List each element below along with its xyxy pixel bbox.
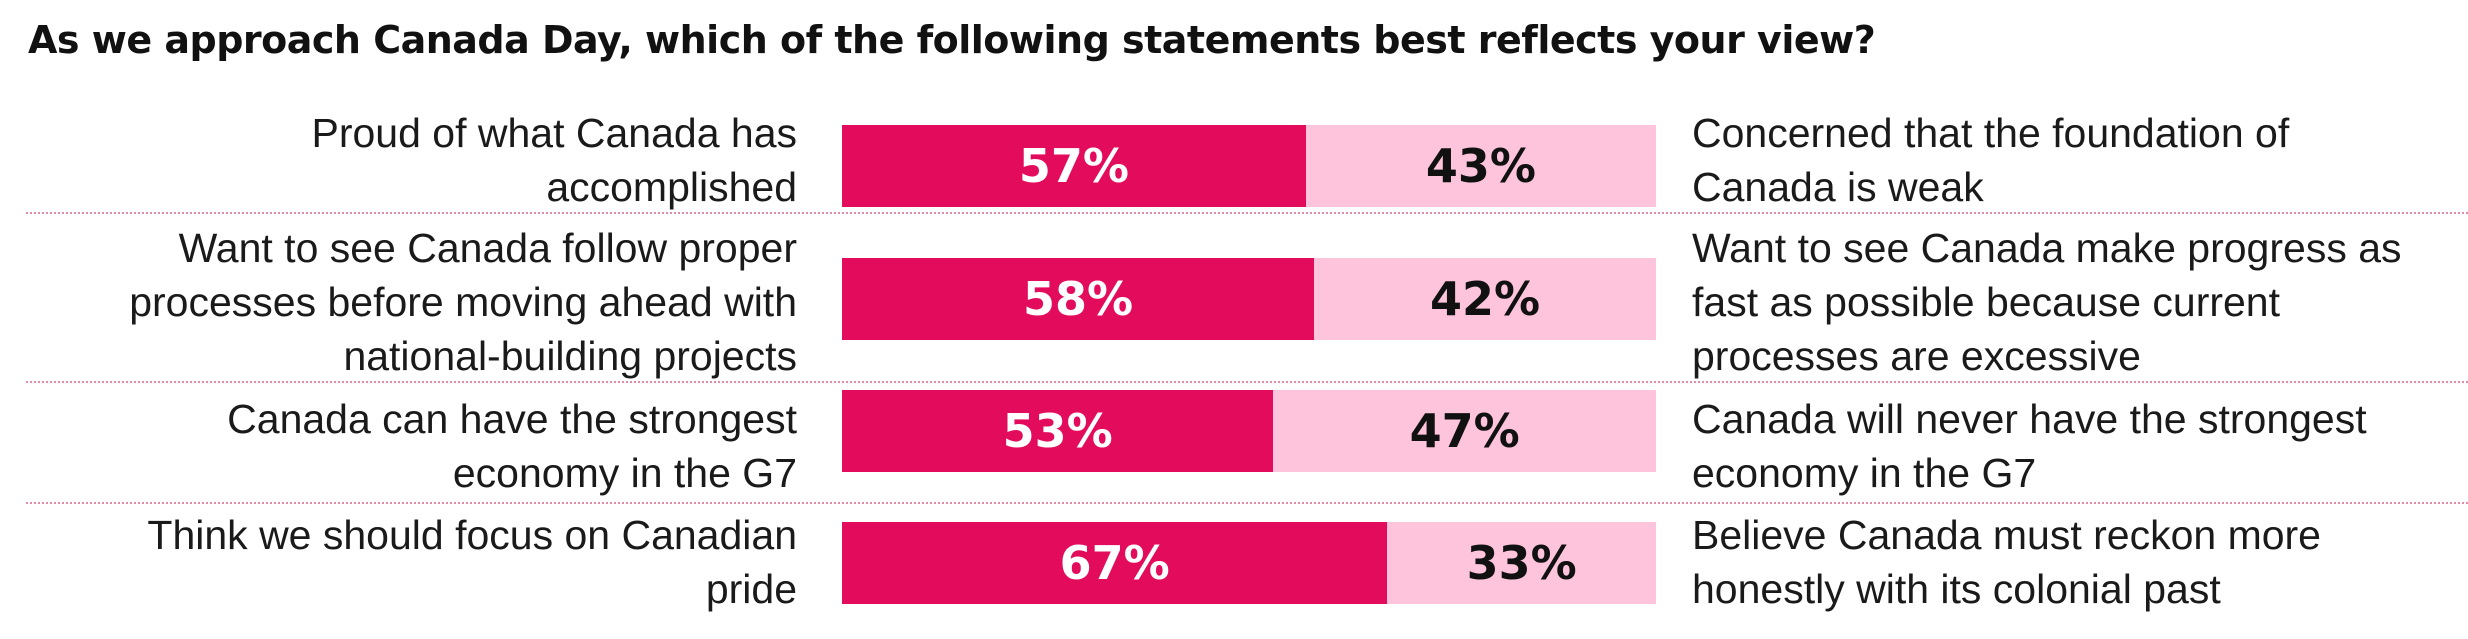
left-statement-line: accomplished <box>546 164 797 210</box>
row-divider <box>26 381 2468 383</box>
right-statement: Believe Canada must reckon more honestly … <box>1692 508 2321 616</box>
left-statement-line: processes before moving ahead with <box>129 279 797 325</box>
right-statement-line: economy in the G7 <box>1692 450 2037 496</box>
right-statement-line: fast as possible because current <box>1692 279 2280 325</box>
data-label-right: 47% <box>1409 404 1520 458</box>
right-statement-line: Canada is weak <box>1692 164 1984 210</box>
row-divider <box>26 502 2468 504</box>
left-statement-line: national-building projects <box>343 333 797 379</box>
stacked-bar: 67% 33% <box>842 522 1656 604</box>
data-label-left: 53% <box>1002 404 1113 458</box>
left-statement: Want to see Canada follow proper processe… <box>129 221 797 383</box>
bar-segment-right: 47% <box>1273 390 1656 472</box>
bar-segment-left: 67% <box>842 522 1388 604</box>
bar-segment-left: 53% <box>842 390 1274 472</box>
row-divider <box>26 212 2468 214</box>
chart-title: As we approach Canada Day, which of the … <box>28 18 1876 62</box>
stacked-bar: 57% 43% <box>842 125 1656 207</box>
bar-segment-right: 43% <box>1305 125 1656 207</box>
data-label-left: 67% <box>1059 536 1170 590</box>
bar-segment-right: 33% <box>1387 522 1656 604</box>
left-statement-line: Think we should focus on Canadian <box>147 512 797 558</box>
data-label-left: 57% <box>1018 139 1130 193</box>
left-statement: Canada can have the strongest economy in … <box>227 392 797 500</box>
left-statement-line: Proud of what Canada has <box>311 110 798 156</box>
left-statement-line: Canada can have the strongest <box>227 396 797 442</box>
stacked-bar: 53% 47% <box>842 390 1656 472</box>
data-label-left: 58% <box>1023 272 1134 326</box>
right-statement: Want to see Canada make progress as fast … <box>1692 221 2402 383</box>
bar-segment-right: 42% <box>1314 258 1656 340</box>
right-statement-line: honestly with its colonial past <box>1692 566 2221 612</box>
right-statement-line: Concerned that the foundation of <box>1692 110 2290 156</box>
left-statement-line: pride <box>705 566 797 612</box>
right-statement: Concerned that the foundation of Canada i… <box>1692 106 2289 214</box>
bar-segment-left: 57% <box>842 125 1306 207</box>
data-label-right: 33% <box>1466 536 1577 590</box>
left-statement-line: Want to see Canada follow proper <box>178 225 797 271</box>
right-statement-line: Want to see Canada make progress as <box>1692 225 2402 271</box>
left-statement: Proud of what Canada has accomplished <box>312 106 798 214</box>
left-statement-line: economy in the G7 <box>452 450 797 496</box>
right-statement-line: Believe Canada must reckon more <box>1692 512 2321 558</box>
data-label-right: 42% <box>1429 272 1541 326</box>
right-statement-line: processes are excessive <box>1692 333 2141 379</box>
left-statement: Think we should focus on Canadian pride <box>147 508 797 616</box>
right-statement-line: Canada will never have the strongest <box>1692 396 2367 442</box>
data-label-right: 43% <box>1425 139 1537 193</box>
stacked-bar: 58% 42% <box>842 258 1656 340</box>
right-statement: Canada will never have the strongest econ… <box>1692 392 2367 500</box>
bar-segment-left: 58% <box>842 258 1315 340</box>
